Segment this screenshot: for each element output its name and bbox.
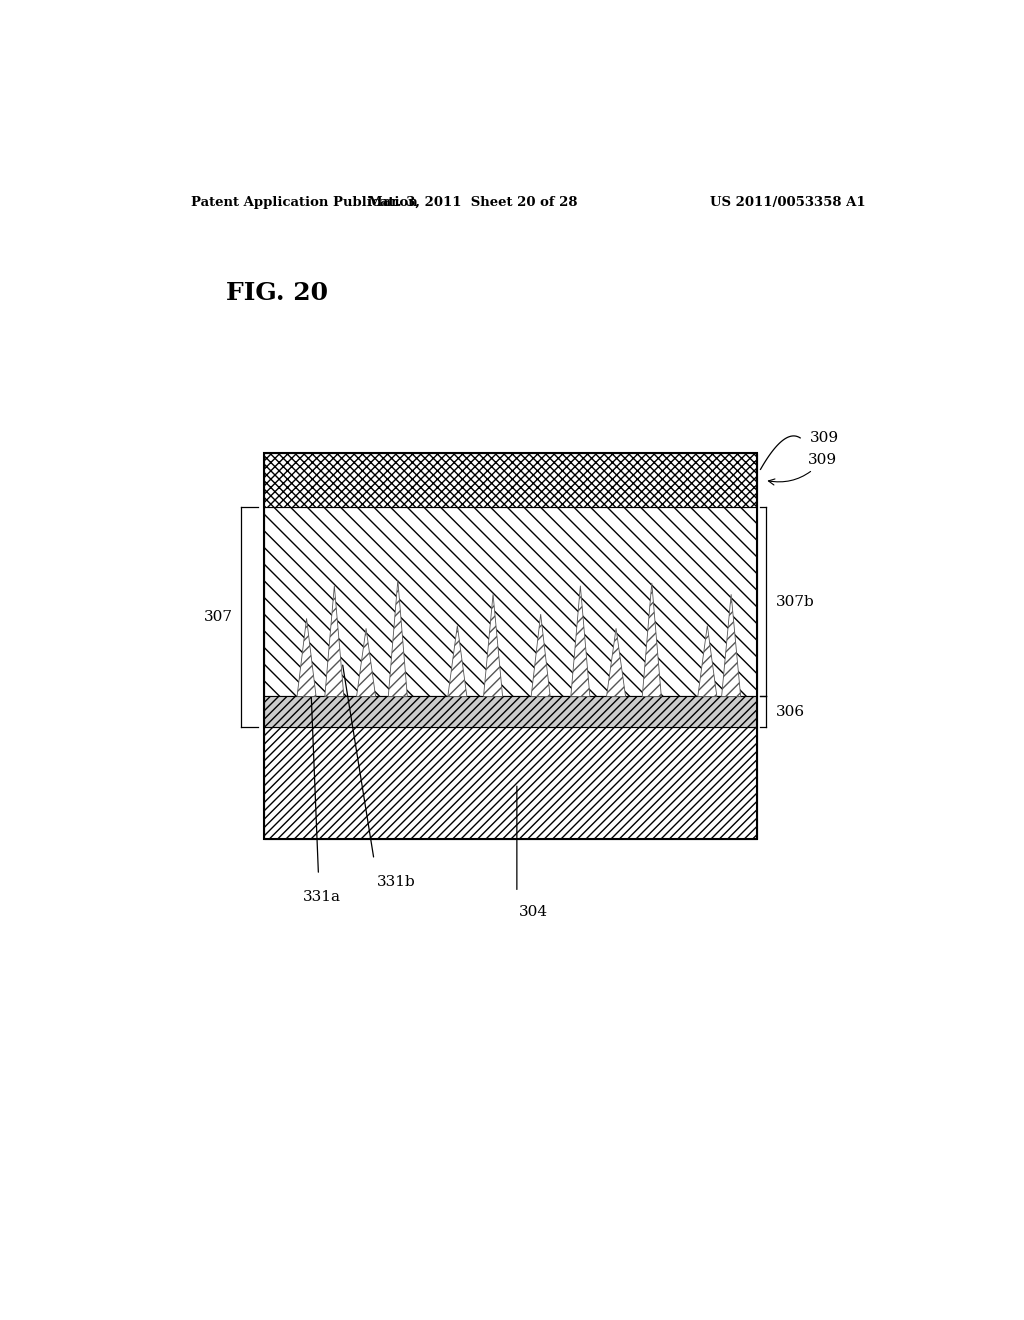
Text: 304: 304	[519, 906, 549, 920]
Text: 331b: 331b	[377, 875, 415, 888]
Text: 331a: 331a	[303, 890, 341, 904]
Bar	[264, 507, 757, 697]
Text: Mar. 3, 2011  Sheet 20 of 28: Mar. 3, 2011 Sheet 20 of 28	[369, 195, 578, 209]
Polygon shape	[356, 628, 376, 697]
Bar	[264, 697, 757, 727]
Polygon shape	[325, 586, 344, 697]
Polygon shape	[642, 583, 662, 697]
Text: 309: 309	[768, 453, 838, 484]
Polygon shape	[297, 618, 316, 697]
Bar	[264, 453, 757, 507]
Polygon shape	[388, 579, 408, 697]
Polygon shape	[570, 586, 590, 697]
Text: 307b: 307b	[775, 595, 814, 609]
Polygon shape	[447, 626, 467, 697]
Text: 307: 307	[204, 610, 232, 624]
Bar	[264, 453, 757, 840]
Text: 309: 309	[810, 430, 839, 445]
Text: FIG. 20: FIG. 20	[226, 281, 329, 305]
Bar	[264, 727, 757, 840]
Text: 306: 306	[775, 705, 805, 719]
Polygon shape	[531, 614, 550, 697]
Text: US 2011/0053358 A1: US 2011/0053358 A1	[711, 195, 866, 209]
Polygon shape	[606, 628, 626, 697]
Polygon shape	[697, 626, 717, 697]
Polygon shape	[483, 594, 503, 697]
Text: Patent Application Publication: Patent Application Publication	[191, 195, 418, 209]
Polygon shape	[722, 594, 740, 697]
